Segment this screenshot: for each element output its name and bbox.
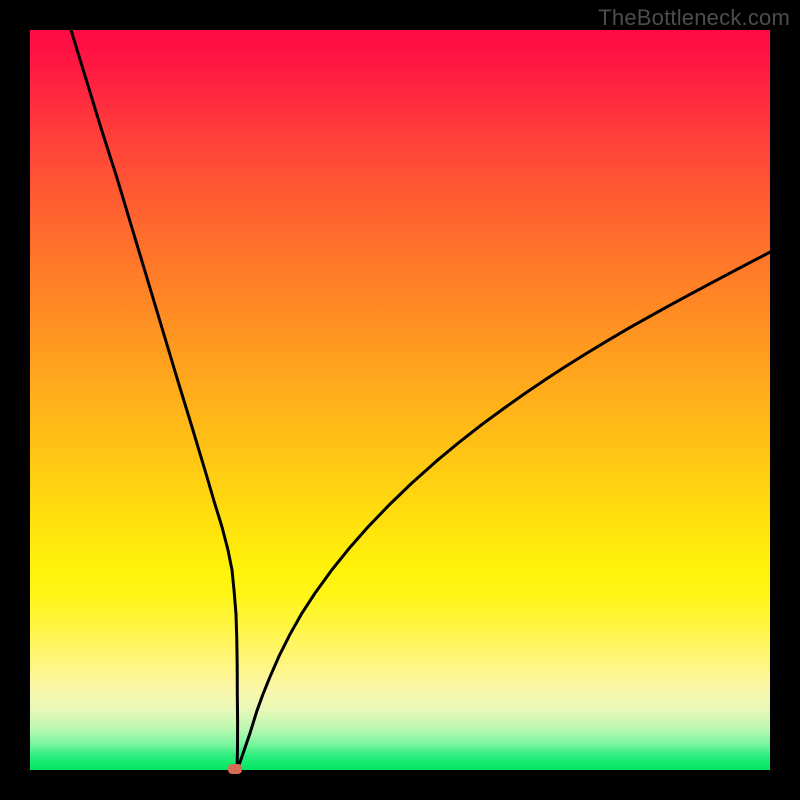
bottleneck-curve-chart <box>0 0 800 800</box>
chart-container: TheBottleneck.com <box>0 0 800 800</box>
optimum-marker <box>228 764 242 774</box>
plot-background <box>30 30 770 770</box>
watermark-label: TheBottleneck.com <box>598 5 790 31</box>
